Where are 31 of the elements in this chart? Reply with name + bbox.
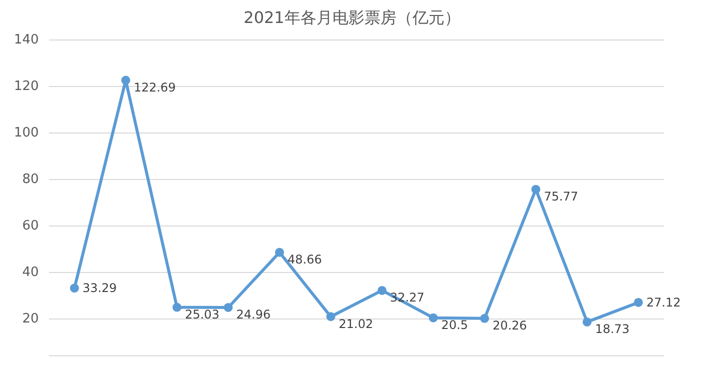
point — [172, 302, 182, 312]
data-label: 27.12 — [646, 296, 681, 310]
point — [378, 286, 387, 295]
point — [480, 314, 490, 323]
point — [634, 298, 643, 307]
data-label: 20.26 — [492, 318, 527, 333]
y-tick-label: 140 — [14, 32, 39, 48]
data-label: 24.96 — [236, 308, 271, 322]
data-label: 20.5 — [441, 318, 468, 332]
point — [326, 312, 336, 322]
data-label: 25.03 — [184, 307, 220, 322]
point — [121, 76, 130, 85]
point — [224, 302, 233, 312]
y-tick-label: 40 — [22, 264, 39, 280]
y-tick-label: 20 — [22, 311, 39, 326]
point — [428, 313, 438, 322]
y-tick-label: 120 — [14, 78, 39, 94]
y-tick-label: 80 — [22, 172, 39, 187]
data-label: 21.02 — [338, 316, 374, 331]
point — [70, 284, 79, 293]
y-tick-label: 100 — [14, 125, 39, 140]
data-label: 122.69 — [134, 80, 176, 94]
y-tick-label: 60 — [22, 218, 39, 234]
point — [531, 184, 540, 194]
data-label: 75.77 — [544, 189, 578, 204]
point — [275, 248, 284, 257]
data-label: 18.73 — [595, 322, 630, 336]
data-label: 33.29 — [82, 281, 117, 296]
chart-title: 2021年各月电影票房（亿元） — [242, 8, 462, 29]
data-label: 48.66 — [288, 252, 322, 266]
point — [582, 317, 592, 326]
